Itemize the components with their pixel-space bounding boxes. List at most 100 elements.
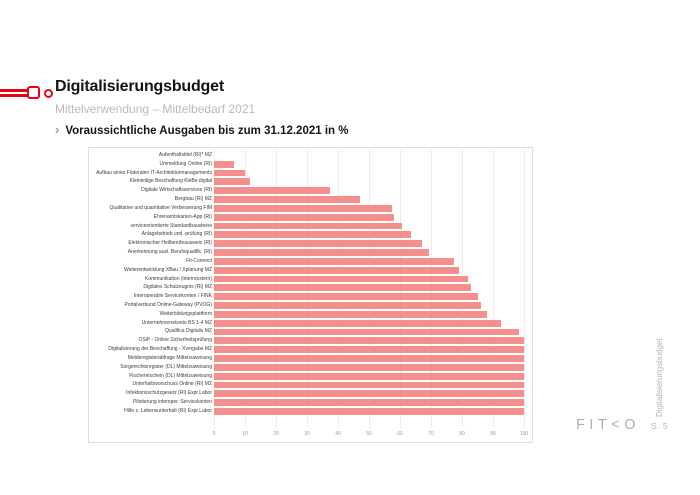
table-row: Hilfe z. Lebensunterhalt (RI) Expr.Labor — [89, 407, 526, 416]
x-tick-label: 20 — [273, 431, 279, 437]
table-row: Pilotierung interoper. Servicekonten — [89, 398, 526, 407]
category-label: Kleinteilige Beschaffung KleBe.digital — [129, 178, 212, 185]
table-row: Anlagebetrieb und -prüfung (RI) — [89, 230, 526, 239]
table-row: Qualifica Digitalis MZ — [89, 328, 526, 337]
table-row: Aufenthaltstitel (RI)* MZ — [89, 151, 526, 160]
table-row: Digitale Wirtschaftsservices (RI) — [89, 186, 526, 195]
bar-track — [214, 328, 524, 337]
table-row: Qualitative und quantitative Verbesserun… — [89, 204, 526, 213]
key-connector-icon-circle — [44, 88, 53, 98]
category-label: Unternehmenskonto BS 1-4 MZ — [141, 319, 212, 326]
bar-track — [214, 389, 524, 398]
key-connector-icon — [0, 85, 56, 101]
bar — [214, 257, 455, 265]
bar — [214, 187, 331, 195]
category-label: Aufenthaltstitel (RI)* MZ — [158, 151, 212, 158]
table-row: serviceorientierte Standardbausteine — [89, 222, 526, 231]
category-label: Weiterbildungsplattform — [159, 310, 212, 317]
x-axis: 0 10 20 30 40 50 60 70 80 90 100 — [89, 431, 532, 441]
category-label: Portalverbund Online-Gateway (PVOG) — [124, 301, 212, 308]
category-label: Interoperable Servicekonten / FINK — [133, 293, 212, 300]
bar — [214, 204, 393, 212]
bar-track — [214, 407, 524, 416]
category-label: Digitales Schulzeugnis (RI) MZ — [143, 284, 212, 291]
bar-track — [214, 230, 524, 239]
bar-track — [214, 239, 524, 248]
bar-track — [214, 292, 524, 301]
x-tick-label: 60 — [397, 431, 403, 437]
x-tick-label: 90 — [490, 431, 496, 437]
table-row: Bergbau (RI) MZ — [89, 195, 526, 204]
table-row: Kommunikation (intern/extern) — [89, 275, 526, 284]
chevron-right-icon: › — [55, 122, 60, 137]
category-label: Qualifica Digitalis MZ — [165, 328, 212, 335]
bar-chart: Aufenthaltstitel (RI)* MZ Ummeldung Onlin… — [88, 147, 533, 443]
table-row: Fit-Connect — [89, 257, 526, 266]
bar — [214, 178, 250, 186]
category-label: Aufbau eines Föderalen IT-Architekturman… — [96, 169, 212, 176]
bar-track — [214, 354, 524, 363]
page-title: Digitalisierungsbudget — [55, 78, 224, 95]
category-label: Digitale Wirtschaftsservices (RI) — [141, 187, 212, 194]
category-label: Fischereischein (DL) Mittelzuweisung — [129, 372, 212, 379]
bar — [214, 196, 360, 203]
side-label: Digitalisierungsbudget — [655, 338, 664, 417]
chart-rows: Aufenthaltstitel (RI)* MZ Ummeldung Onlin… — [89, 151, 526, 416]
bar — [214, 381, 524, 389]
category-label: Kommunikation (intern/extern) — [145, 275, 212, 282]
bar-track — [214, 186, 524, 195]
category-label: Unterhaltsvorschuss Online (RI) MZ — [132, 381, 212, 388]
bar — [214, 275, 469, 283]
chart-heading: Voraussichtliche Ausgaben bis zum 31.12.… — [65, 125, 349, 137]
bar — [214, 284, 472, 292]
bar-track — [214, 372, 524, 381]
bar-track — [214, 283, 524, 292]
table-row: Aufbau eines Föderalen IT-Architekturman… — [89, 169, 526, 178]
table-row: Interoperable Servicekonten / FINK — [89, 292, 526, 301]
key-connector-icon-line — [0, 94, 29, 97]
key-connector-icon-square — [27, 85, 40, 99]
key-connector-icon-line — [0, 89, 29, 92]
bar-track — [214, 248, 524, 257]
bar — [214, 302, 481, 309]
category-label: OSiP - Online Sicherheitsprüfung — [138, 337, 212, 344]
bar — [214, 266, 459, 274]
category-label: Fit-Connect — [186, 257, 212, 264]
bar — [214, 390, 524, 398]
table-row: Portalverbund Online-Gateway (PVOG) — [89, 301, 526, 310]
bar — [214, 231, 411, 239]
category-label: Digitalisierung der Beschaffung - Xverga… — [108, 346, 212, 353]
table-row: OSiP - Online Sicherheitsprüfung — [89, 336, 526, 345]
bar-track — [214, 204, 524, 213]
category-label: Sorgerechtsregister (DL) Mittelzuweisung — [120, 363, 212, 370]
bar — [214, 346, 524, 354]
bar-track — [214, 266, 524, 275]
bar-track — [214, 319, 524, 328]
table-row: Sorgerechtsregister (DL) Mittelzuweisung — [89, 363, 526, 372]
category-label: Melderegisterabfrage Mittelzuweisung — [127, 354, 212, 361]
category-label: Ummeldung Online (RI) — [159, 160, 212, 167]
category-label: Elektronischer Heilberufeausweis (RI) — [128, 240, 212, 247]
bar — [214, 319, 501, 327]
bar-track — [214, 363, 524, 372]
bar — [214, 249, 430, 256]
category-label: Hilfe z. Lebensunterhalt (RI) Expr.Labor — [124, 407, 212, 414]
table-row: Infektionsschutzgesetz (RI) Expr.Labor — [89, 389, 526, 398]
bar-track — [214, 177, 524, 186]
bar-track — [214, 160, 524, 169]
table-row: Weiterbildungsplattform — [89, 310, 526, 319]
bar — [214, 408, 524, 415]
table-row: Unternehmenskonto BS 1-4 MZ — [89, 319, 526, 328]
category-label: Bergbau (RI) MZ — [174, 196, 212, 203]
table-row: Elektronischer Heilberufeausweis (RI) — [89, 239, 526, 248]
table-row: Anerkennung ausl. Berufsqualifik. (RI) — [89, 248, 526, 257]
bar — [214, 213, 394, 221]
category-label: Anerkennung ausl. Berufsqualifik. (RI) — [127, 249, 212, 256]
gridline — [524, 150, 525, 428]
category-label: Anlagebetrieb und -prüfung (RI) — [141, 231, 212, 238]
category-label: Ehrenamtskarten-App (RI) — [153, 213, 212, 220]
fitko-logo: FIT<O — [576, 417, 640, 433]
category-label: Pilotierung interoper. Servicekonten — [133, 399, 212, 406]
bar — [214, 169, 245, 177]
